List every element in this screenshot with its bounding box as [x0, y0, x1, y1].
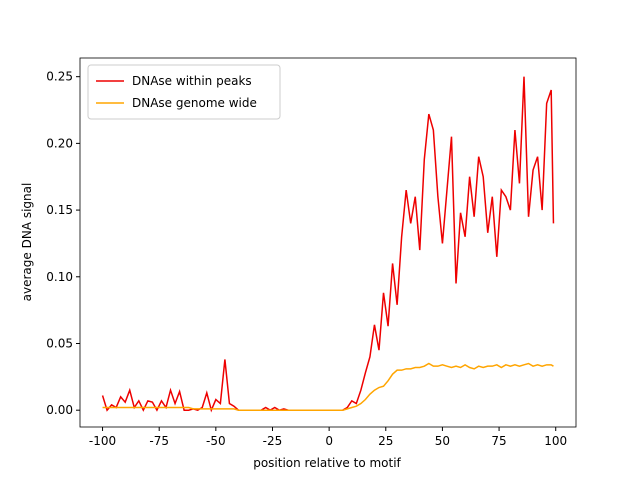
x-tick-label: 50 — [435, 434, 450, 448]
y-tick-label: 0.25 — [46, 70, 73, 84]
y-tick-label: 0.20 — [46, 136, 73, 150]
x-tick-label: 75 — [491, 434, 506, 448]
y-tick-label: 0.10 — [46, 270, 73, 284]
x-tick-label: 25 — [378, 434, 393, 448]
legend-label: DNAse within peaks — [132, 74, 252, 88]
y-axis-label: average DNA signal — [20, 183, 34, 302]
x-tick-label: -50 — [206, 434, 226, 448]
x-tick-label: 0 — [325, 434, 333, 448]
x-tick-label: -75 — [149, 434, 169, 448]
data-line — [101, 76, 555, 413]
legend-box — [87, 64, 281, 120]
y-tick-label: 0.15 — [46, 203, 73, 217]
legend-label: DNAse genome wide — [132, 96, 257, 110]
x-tick-label: -100 — [89, 434, 116, 448]
plot-frame — [79, 57, 577, 428]
x-axis-label: position relative to motif — [253, 456, 401, 470]
x-tick-label: -25 — [263, 434, 283, 448]
data-line — [102, 362, 554, 411]
y-tick-label: 0.00 — [46, 403, 73, 417]
x-tick-label: 100 — [544, 434, 567, 448]
y-tick-label: 0.05 — [46, 336, 73, 350]
